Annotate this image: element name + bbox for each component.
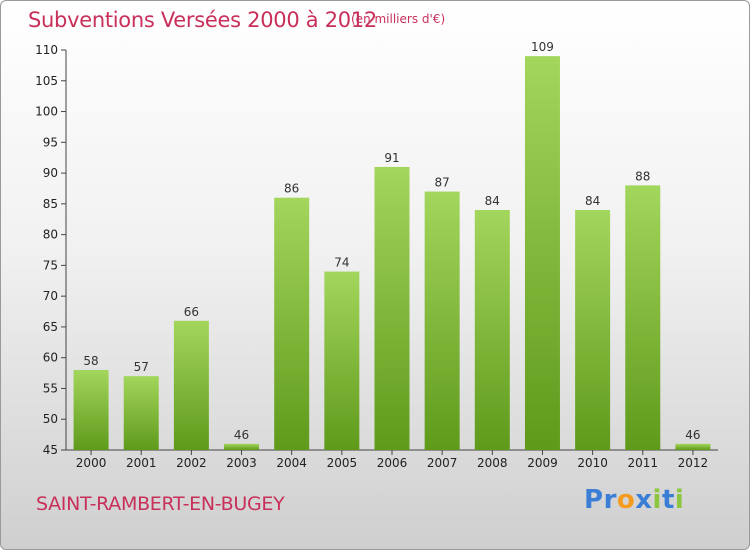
municipality-name: SAINT-RAMBERT-EN-BUGEY (36, 493, 285, 515)
x-tick-label: 2001 (126, 456, 157, 470)
bar[interactable] (73, 370, 109, 450)
bar[interactable] (524, 56, 560, 451)
x-tick-label: 2011 (627, 456, 658, 470)
bar-value-label: 87 (435, 176, 450, 190)
unit-note: (en milliers d'€) (351, 12, 446, 26)
bar-value-label: 58 (83, 354, 98, 368)
y-tick-label: 90 (43, 166, 58, 180)
y-tick-label: 105 (35, 74, 58, 88)
logo-letter: x (635, 485, 653, 515)
x-tick-label: 2004 (276, 456, 307, 470)
bar-value-label: 86 (284, 182, 299, 196)
y-tick-label: 45 (43, 443, 58, 457)
x-tick-label: 2007 (427, 456, 458, 470)
x-tick-label: 2000 (76, 456, 107, 470)
x-tick-label: 2009 (527, 456, 558, 470)
y-tick-label: 80 (43, 228, 58, 242)
x-tick-label: 2012 (678, 456, 709, 470)
bar[interactable] (575, 210, 611, 450)
y-tick-label: 95 (43, 135, 58, 149)
bar-value-label: 84 (485, 194, 500, 208)
bar[interactable] (675, 443, 711, 450)
x-tick-label: 2002 (176, 456, 207, 470)
bar[interactable] (424, 191, 460, 451)
bar[interactable] (324, 271, 360, 450)
y-tick-label: 85 (43, 197, 58, 211)
bar-value-label: 57 (134, 360, 149, 374)
y-tick-label: 110 (35, 43, 58, 57)
bar[interactable] (374, 166, 410, 450)
y-tick-label: 70 (43, 289, 58, 303)
bar[interactable] (123, 376, 159, 450)
chart-title: Subventions Versées 2000 à 2012 (28, 8, 377, 32)
proxiti-logo[interactable]: Proxiti (584, 485, 684, 515)
bar[interactable] (274, 197, 310, 450)
logo-letter: P (584, 485, 604, 515)
bar-value-label: 46 (685, 428, 700, 442)
logo-letter: t (661, 485, 675, 515)
x-tick-label: 2005 (327, 456, 358, 470)
bar-value-label: 88 (635, 169, 650, 183)
logo-letter: i (674, 485, 685, 515)
bar-value-label: 91 (384, 151, 399, 165)
bar[interactable] (173, 320, 209, 450)
bar[interactable] (625, 185, 661, 450)
y-tick-label: 55 (43, 381, 58, 395)
y-tick-label: 100 (35, 105, 58, 119)
bar-value-label: 84 (585, 194, 600, 208)
bar[interactable] (224, 443, 260, 450)
y-tick-label: 65 (43, 320, 58, 334)
x-tick-label: 2006 (377, 456, 408, 470)
logo-letter: r (603, 485, 617, 515)
bar-value-label: 46 (234, 428, 249, 442)
x-tick-label: 2003 (226, 456, 257, 470)
logo-letter: i (652, 485, 662, 515)
y-tick-label: 75 (43, 258, 58, 272)
bar-value-label: 74 (334, 256, 349, 270)
y-tick-label: 60 (43, 351, 58, 365)
x-tick-label: 2010 (577, 456, 608, 470)
x-tick-label: 2008 (477, 456, 508, 470)
logo-letter: o (616, 485, 636, 515)
y-tick-label: 50 (43, 412, 58, 426)
bar[interactable] (474, 210, 510, 450)
bar-value-label: 109 (531, 40, 554, 54)
bar-value-label: 66 (184, 305, 199, 319)
